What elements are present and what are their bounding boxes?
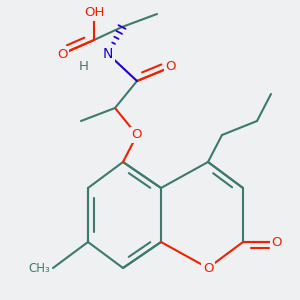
Text: O: O [272,236,282,248]
Text: CH₃: CH₃ [28,262,50,275]
Text: O: O [132,128,142,142]
Text: H: H [79,61,89,74]
Text: OH: OH [84,7,104,20]
Text: O: O [166,61,176,74]
Text: O: O [57,47,67,61]
Text: N: N [103,47,113,61]
Text: O: O [203,262,213,275]
